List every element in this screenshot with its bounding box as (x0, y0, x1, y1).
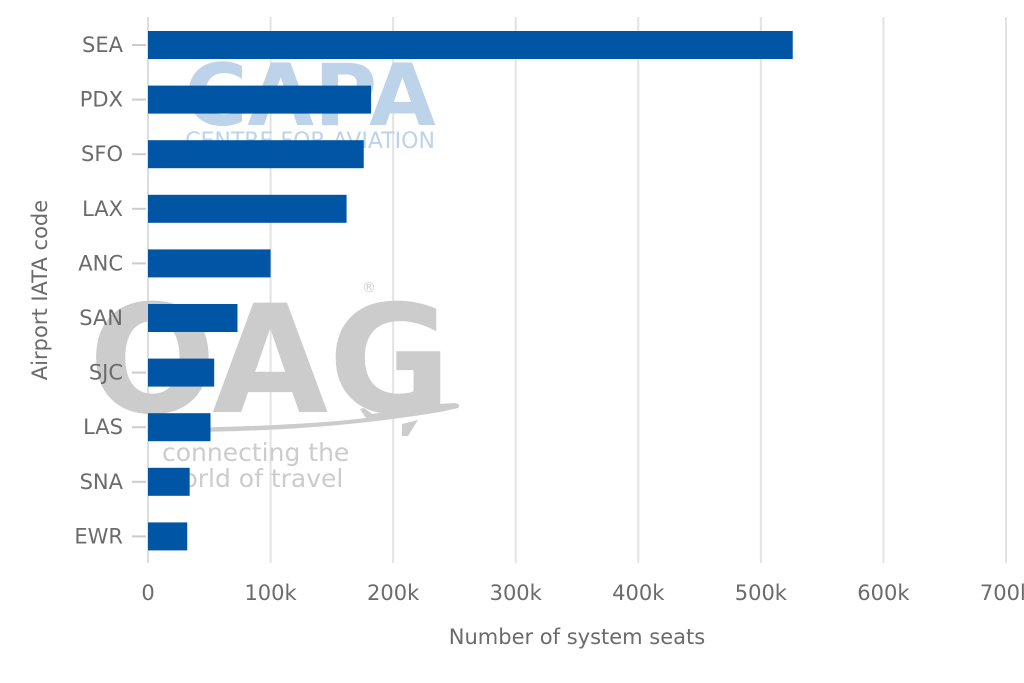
x-axis-ticks: 0 100k 200k 300k 400k 500k 600k 700k (141, 581, 1024, 605)
y-tick-label: SNA (80, 470, 124, 494)
bar-lax (148, 194, 347, 223)
x-tick-label: 200k (367, 581, 420, 605)
bar-san (148, 304, 238, 332)
bar-anc (148, 249, 271, 278)
y-axis-ticks: SEA PDX SFO LAX ANC SAN SJC LAS SNA EWR (74, 33, 146, 548)
y-tick-label: SJC (89, 361, 123, 385)
bar-las (148, 413, 211, 442)
x-tick-label: 0 (141, 581, 154, 605)
x-tick-label: 700k (980, 581, 1024, 605)
oag-logo-text: OAG (89, 274, 452, 448)
x-tick-label: 100k (244, 581, 297, 605)
bar-sfo (148, 140, 364, 169)
oag-tagline-line2: world of travel (162, 464, 343, 493)
y-tick-label: SEA (82, 33, 124, 57)
y-tick-label: PDX (80, 88, 123, 112)
bar-sea (148, 31, 793, 59)
bar-sjc (148, 358, 215, 387)
x-tick-label: 500k (735, 581, 788, 605)
y-tick-label: ANC (78, 251, 123, 275)
x-axis-title: Number of system seats (449, 625, 705, 649)
y-tick-label: SAN (79, 306, 123, 330)
y-tick-label: LAS (83, 415, 123, 439)
bar-ewr (148, 522, 188, 551)
oag-tagline-line1: connecting the (162, 438, 349, 467)
x-tick-label: 600k (857, 581, 910, 605)
oag-registered-mark: ® (362, 280, 376, 296)
bar-pdx (148, 85, 372, 114)
bar-sna (148, 467, 190, 496)
oag-watermark: OAG ® connecting the world of travel (89, 274, 460, 493)
y-axis-title: Airport IATA code (28, 200, 52, 380)
y-tick-label: SFO (81, 142, 123, 166)
x-tick-label: 300k (490, 581, 543, 605)
y-tick-label: LAX (82, 197, 123, 221)
x-tick-label: 400k (612, 581, 665, 605)
bars (148, 31, 793, 551)
y-tick-label: EWR (74, 524, 123, 548)
